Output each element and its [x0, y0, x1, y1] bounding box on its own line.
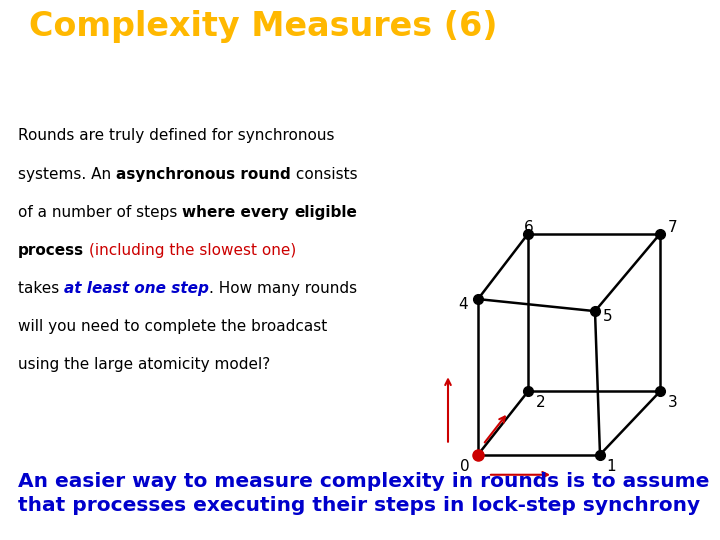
Text: 4: 4	[458, 297, 467, 312]
Text: eligible: eligible	[294, 205, 357, 220]
Text: 6: 6	[524, 220, 534, 235]
Text: 3: 3	[668, 395, 678, 410]
Text: will you need to complete the broadcast: will you need to complete the broadcast	[18, 319, 328, 334]
Text: An easier way to measure complexity in rounds is to assume
that processes execut: An easier way to measure complexity in r…	[18, 472, 709, 515]
Text: 1: 1	[606, 458, 616, 474]
Text: 2: 2	[536, 395, 546, 410]
Text: Complexity Measures (6): Complexity Measures (6)	[29, 10, 498, 43]
Text: consists: consists	[291, 167, 357, 181]
Text: where every: where every	[182, 205, 294, 220]
Text: asynchronous round: asynchronous round	[116, 167, 291, 181]
Text: . How many rounds: . How many rounds	[209, 281, 357, 296]
Text: (including the slowest one): (including the slowest one)	[89, 243, 296, 258]
Text: of a number of steps: of a number of steps	[18, 205, 182, 220]
Text: Time complexity in rounds: Time complexity in rounds	[29, 62, 526, 95]
Text: Rounds are truly defined for synchronous: Rounds are truly defined for synchronous	[18, 129, 335, 144]
Text: process: process	[18, 243, 84, 258]
Text: using the large atomicity model?: using the large atomicity model?	[18, 357, 270, 372]
Text: at least one step: at least one step	[64, 281, 209, 296]
Text: 5: 5	[603, 309, 613, 324]
Text: 7: 7	[668, 220, 678, 235]
Text: 0: 0	[460, 458, 469, 474]
Text: systems. An: systems. An	[18, 167, 116, 181]
Text: takes: takes	[18, 281, 64, 296]
